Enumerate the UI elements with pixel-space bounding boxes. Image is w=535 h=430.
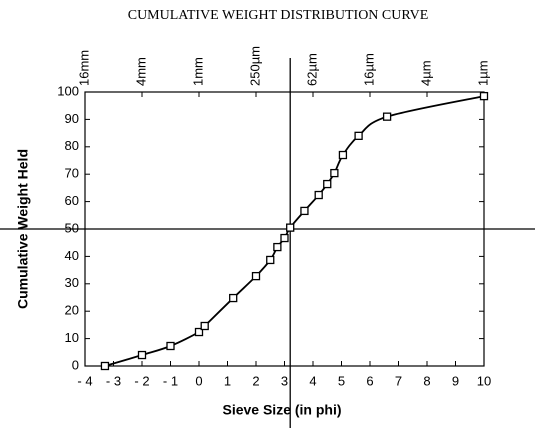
x-tick-label: 4: [309, 373, 316, 388]
data-point: [354, 131, 363, 140]
x-tick-label: 7: [395, 373, 402, 388]
top-tick-label: 4mm: [133, 57, 148, 86]
y-tick-label: 60: [65, 193, 79, 208]
top-tick-label: 16mm: [76, 50, 91, 86]
x-tick-label: 1: [224, 373, 231, 388]
top-tick-label: 4µm: [418, 60, 433, 86]
data-point: [273, 242, 282, 252]
y-tick-label: 10: [65, 330, 79, 345]
data-point: [300, 206, 309, 216]
data-point: [200, 321, 209, 331]
data-point: [382, 112, 392, 121]
x-tick-label: - 4: [77, 373, 92, 388]
y-tick-label: 70: [65, 166, 79, 181]
data-point: [286, 223, 295, 232]
x-tick-label: 10: [477, 373, 491, 388]
x-tick-label: 2: [252, 373, 259, 388]
data-point: [330, 168, 339, 178]
y-tick-label: 40: [65, 248, 79, 263]
data-point: [266, 255, 275, 265]
x-tick-label: - 2: [134, 373, 149, 388]
y-tick-label: 30: [65, 275, 79, 290]
data-point: [166, 341, 175, 351]
data-point: [479, 91, 489, 101]
data-point: [338, 150, 348, 160]
top-tick-label: 250µm: [247, 46, 262, 86]
x-tick-label: 8: [423, 373, 430, 388]
top-tick-label: 1mm: [190, 57, 205, 86]
y-tick-label: 100: [57, 83, 79, 98]
data-point: [323, 179, 332, 189]
data-point: [194, 327, 204, 337]
x-tick-label: 0: [195, 373, 202, 388]
data-point: [251, 271, 261, 281]
y-tick-label: 50: [65, 220, 79, 235]
x-tick-label: 6: [366, 373, 373, 388]
data-point: [280, 233, 289, 243]
data-point: [314, 190, 323, 200]
y-tick-label: 0: [72, 357, 79, 372]
top-tick-label: 16µm: [361, 53, 376, 86]
y-tick-label: 80: [65, 138, 79, 153]
x-tick-label: 5: [338, 373, 345, 388]
data-point: [137, 350, 147, 360]
data-point: [229, 293, 238, 303]
y-tick-label: 90: [65, 111, 79, 126]
x-tick-label: 9: [452, 373, 459, 388]
top-tick-label: 62µm: [304, 53, 319, 86]
x-axis-label: Sieve Size (in phi): [222, 402, 341, 418]
series-line: [104, 95, 485, 367]
chart-title: CUMULATIVE WEIGHT DISTRIBUTION CURVE: [128, 8, 429, 23]
data-point: [100, 361, 110, 371]
x-tick-label: - 1: [163, 373, 178, 388]
y-tick-label: 20: [65, 303, 79, 318]
x-tick-label: 3: [281, 373, 288, 388]
x-tick-label: - 3: [106, 373, 121, 388]
top-tick-label: 1µm: [475, 60, 490, 86]
